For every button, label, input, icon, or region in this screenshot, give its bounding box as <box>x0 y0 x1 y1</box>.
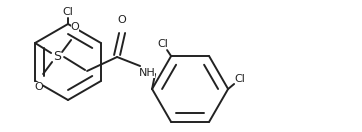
Text: O: O <box>35 82 43 92</box>
Text: Cl: Cl <box>63 7 73 17</box>
Text: Cl: Cl <box>235 74 245 84</box>
Text: Cl: Cl <box>158 39 169 49</box>
Text: NH: NH <box>139 68 155 78</box>
Text: O: O <box>71 22 80 32</box>
Text: S: S <box>53 51 61 63</box>
Text: O: O <box>118 15 126 25</box>
